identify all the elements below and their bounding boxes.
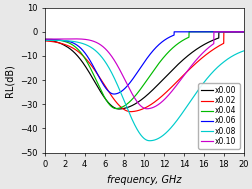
x0.00 [216, 37, 219, 39]
x0.00 [128, 105, 131, 108]
x0.10 [66, 38, 69, 40]
x0.02 [241, 31, 244, 33]
x0.04 [43, 38, 46, 40]
x0.06 [43, 38, 46, 41]
Line: x0.10: x0.10 [45, 32, 243, 109]
x0.06 [78, 46, 81, 48]
x0.10 [128, 88, 131, 91]
x0.10 [145, 108, 148, 110]
x0.04 [119, 106, 122, 109]
x0.08 [43, 39, 46, 41]
x0.04 [128, 101, 131, 103]
Line: x0.08: x0.08 [45, 40, 243, 141]
x0.08 [66, 40, 69, 42]
x0.08 [78, 41, 81, 44]
x0.00 [43, 39, 46, 41]
Line: x0.04: x0.04 [45, 32, 243, 108]
x0.00 [117, 108, 120, 110]
x0.08 [237, 51, 240, 53]
x0.00 [78, 57, 81, 59]
Line: x0.00: x0.00 [45, 32, 243, 109]
x0.02 [66, 44, 69, 47]
x0.02 [43, 40, 46, 42]
x0.10 [78, 38, 81, 40]
x0.02 [119, 106, 122, 108]
x0.00 [119, 108, 122, 110]
x0.02 [216, 45, 219, 47]
x0.08 [216, 65, 219, 68]
Line: x0.06: x0.06 [45, 32, 243, 94]
x0.10 [237, 31, 240, 33]
x0.02 [129, 111, 132, 113]
x0.04 [187, 31, 190, 33]
x0.00 [66, 46, 69, 48]
x0.08 [128, 113, 131, 115]
x0.04 [216, 31, 219, 33]
Legend: x0.00, x0.02, x0.04, x0.06, x0.08, x0.10: x0.00, x0.02, x0.04, x0.06, x0.08, x0.10 [198, 83, 239, 149]
x0.10 [216, 31, 219, 33]
x0.02 [222, 31, 225, 33]
x0.06 [172, 31, 175, 33]
x0.10 [211, 31, 214, 33]
x0.02 [237, 31, 240, 33]
X-axis label: frequency, GHz: frequency, GHz [107, 175, 181, 185]
x0.04 [237, 31, 240, 33]
x0.04 [241, 31, 244, 33]
x0.02 [78, 51, 81, 54]
Line: x0.02: x0.02 [45, 32, 243, 112]
x0.08 [119, 92, 122, 95]
x0.04 [78, 50, 81, 52]
x0.10 [119, 71, 122, 74]
x0.04 [66, 41, 69, 44]
x0.06 [216, 31, 219, 33]
x0.04 [114, 107, 117, 110]
x0.06 [128, 82, 131, 84]
x0.00 [241, 31, 244, 33]
x0.10 [43, 38, 46, 40]
Y-axis label: RL(dB): RL(dB) [4, 64, 14, 97]
x0.08 [148, 140, 151, 142]
x0.06 [112, 93, 115, 95]
x0.08 [241, 50, 244, 52]
x0.00 [216, 31, 219, 33]
x0.06 [119, 90, 122, 93]
x0.06 [66, 40, 69, 42]
x0.00 [237, 31, 240, 33]
x0.10 [241, 31, 244, 33]
x0.02 [128, 111, 131, 113]
x0.06 [241, 31, 244, 33]
x0.06 [237, 31, 240, 33]
